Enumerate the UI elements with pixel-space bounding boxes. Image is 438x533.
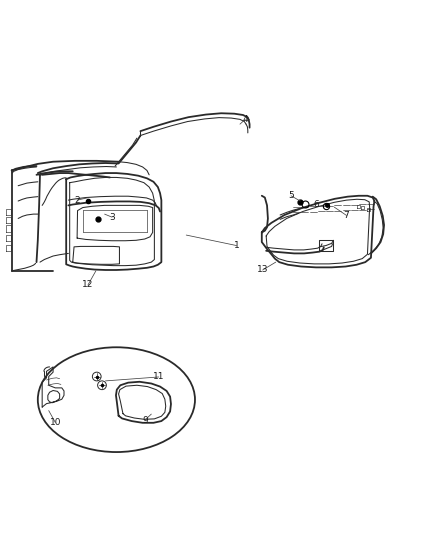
Text: 9: 9 <box>142 416 148 425</box>
Text: 2: 2 <box>74 196 80 205</box>
Text: 7: 7 <box>344 211 350 220</box>
Text: 6: 6 <box>313 200 319 209</box>
Text: 12: 12 <box>82 280 94 289</box>
Text: 10: 10 <box>49 418 61 427</box>
Text: 4: 4 <box>242 115 248 124</box>
Text: 1: 1 <box>233 241 239 250</box>
Text: 3: 3 <box>109 213 115 222</box>
Text: 13: 13 <box>257 265 268 274</box>
Text: 5: 5 <box>288 191 294 200</box>
Text: 11: 11 <box>153 373 165 382</box>
